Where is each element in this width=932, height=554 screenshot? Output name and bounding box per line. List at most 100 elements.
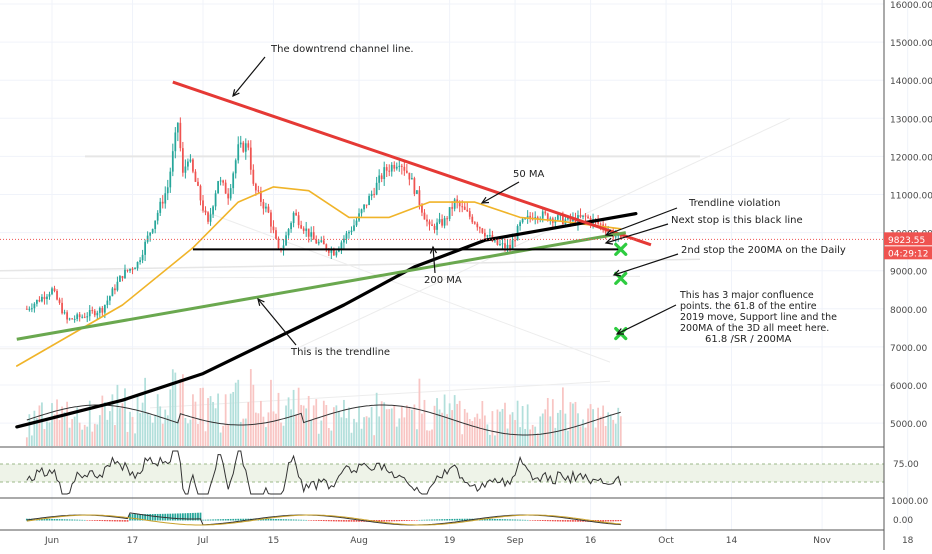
candle-body bbox=[546, 213, 549, 221]
volume-bar bbox=[207, 398, 209, 446]
volume-bar bbox=[312, 405, 315, 446]
volume-bar bbox=[159, 406, 162, 446]
downtrend-channel-line[interactable] bbox=[172, 80, 652, 247]
volume-bar bbox=[302, 405, 305, 446]
volume-bar bbox=[131, 416, 134, 446]
volume-bar bbox=[194, 401, 197, 446]
annotation-200ma-line: 200 MA bbox=[424, 275, 462, 286]
candle-body bbox=[292, 212, 295, 224]
macd-histogram-bar bbox=[265, 518, 267, 521]
macd-histogram-bar bbox=[121, 520, 124, 522]
indicator-layer bbox=[0, 446, 884, 531]
arrow-head bbox=[257, 297, 265, 306]
macd-histogram-bar bbox=[355, 520, 358, 522]
macd-histogram-bar bbox=[554, 520, 557, 522]
annotation-layer[interactable]: The downtrend channel line. 50 MA Trendlin… bbox=[232, 44, 846, 358]
arrow-50ma[interactable] bbox=[480, 181, 520, 204]
macd-histogram-bar bbox=[119, 520, 121, 522]
ma50-line[interactable] bbox=[15, 186, 622, 367]
arrow-trendline-violation[interactable] bbox=[604, 207, 678, 237]
candle-body bbox=[582, 215, 584, 217]
annotation-50ma[interactable]: 50 MA bbox=[513, 169, 545, 180]
annotation-618[interactable]: 61.8 /SR / 200MA bbox=[705, 334, 792, 345]
candle-body bbox=[88, 310, 91, 317]
volume-bar bbox=[390, 408, 393, 446]
annotation-downtrend[interactable]: The downtrend channel line. bbox=[270, 44, 414, 55]
annotation-200ma[interactable]: 200 MA bbox=[424, 275, 462, 286]
arrow-trendline[interactable] bbox=[257, 297, 297, 346]
volume-bar bbox=[554, 427, 557, 446]
volume-bar bbox=[574, 401, 577, 446]
macd-histogram-bar bbox=[345, 520, 348, 522]
candle-body bbox=[453, 199, 456, 209]
volume-bar bbox=[489, 434, 491, 446]
macd-histogram-bar bbox=[239, 518, 242, 521]
volume-bar bbox=[365, 416, 368, 446]
volume-bar bbox=[491, 411, 494, 446]
macd-histogram-bar bbox=[343, 520, 345, 522]
macd-histogram-bar bbox=[506, 519, 509, 521]
volume-bar bbox=[66, 401, 68, 446]
macd-histogram-bar bbox=[418, 519, 421, 521]
candle-body bbox=[207, 212, 209, 222]
target-marker-1[interactable] bbox=[614, 242, 628, 256]
macd-histogram-bar bbox=[562, 520, 564, 522]
annotation-confluence-line: 2019 move, Support line and the bbox=[680, 312, 837, 323]
macd-histogram-bar bbox=[154, 513, 157, 521]
candle-body bbox=[466, 209, 469, 212]
x-mark-stroke bbox=[614, 271, 628, 285]
volume-bar bbox=[471, 421, 474, 446]
volume-bar bbox=[534, 426, 537, 446]
time-tick-label: 17 bbox=[127, 536, 138, 546]
volume-bar bbox=[202, 387, 204, 446]
arrow-2nd-stop[interactable] bbox=[612, 253, 679, 277]
arrow-confluence[interactable] bbox=[615, 304, 677, 335]
macd-histogram-bar bbox=[539, 520, 542, 521]
volume-bar bbox=[310, 420, 313, 446]
macd-histogram-bar bbox=[229, 518, 232, 521]
annotation-2nd-stop[interactable]: 2nd stop the 200MA on the Daily bbox=[681, 245, 846, 256]
volume-bar bbox=[116, 384, 119, 446]
candle-body bbox=[53, 288, 56, 291]
volume-bar bbox=[141, 402, 144, 446]
annotation-trendline-violation[interactable]: Trendline violation bbox=[688, 198, 780, 209]
macd-signal-line bbox=[26, 514, 621, 526]
candle-body bbox=[343, 238, 345, 243]
volume-bar bbox=[179, 379, 182, 446]
arrow-downtrend[interactable] bbox=[232, 56, 266, 98]
candle-body bbox=[154, 220, 157, 230]
trendline[interactable] bbox=[16, 231, 627, 341]
volume-bar bbox=[426, 430, 428, 446]
macd-histogram-bar bbox=[411, 520, 413, 521]
macd-histogram-bar bbox=[315, 520, 318, 521]
volume-bar bbox=[277, 392, 280, 446]
candle-body bbox=[332, 249, 335, 256]
volume-bar bbox=[360, 428, 363, 446]
ma200-line[interactable] bbox=[15, 212, 638, 429]
price-tick-label: 6000.00 bbox=[890, 382, 927, 392]
volume-bar bbox=[496, 409, 499, 446]
candle-body bbox=[353, 225, 355, 231]
volume-bar bbox=[285, 405, 287, 446]
macd-histogram-bar bbox=[423, 519, 426, 521]
candle-body bbox=[489, 235, 491, 237]
macd-histogram-bar bbox=[68, 519, 71, 521]
volume-bar bbox=[61, 406, 63, 446]
arrow-200ma[interactable] bbox=[429, 245, 438, 274]
drawing-layer[interactable] bbox=[16, 80, 652, 341]
macd-histogram-bar bbox=[489, 518, 491, 521]
candle-body bbox=[98, 307, 101, 313]
volume-bar bbox=[164, 409, 167, 446]
annotation-trendline[interactable]: This is the trendline bbox=[290, 347, 390, 358]
annotation-next-stop[interactable]: Next stop is this black line bbox=[671, 215, 803, 226]
macd-histogram-bar bbox=[232, 518, 235, 521]
arrow-next-stop[interactable] bbox=[604, 223, 669, 245]
candle-body bbox=[315, 239, 318, 244]
macd-histogram-bar bbox=[169, 513, 172, 521]
volume-bar bbox=[582, 419, 584, 446]
macd-histogram-bar bbox=[446, 519, 448, 521]
